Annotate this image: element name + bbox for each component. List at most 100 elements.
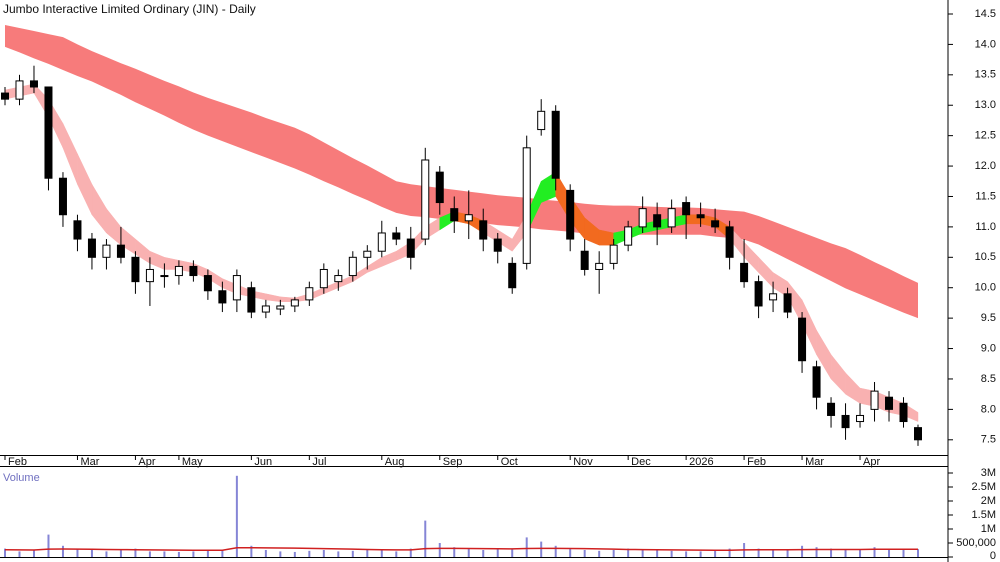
volume-bar	[786, 549, 789, 557]
candle-body	[740, 262, 749, 283]
x-tick-label: Apr	[863, 456, 880, 468]
volume-bar	[554, 545, 557, 557]
candles	[1, 65, 922, 446]
volume-bar	[888, 548, 891, 557]
long-band	[5, 24, 918, 319]
y-tick-label: 12.0	[975, 160, 996, 172]
x-tick-label: Dec	[631, 456, 651, 468]
candle-body	[827, 402, 836, 416]
candle-body	[769, 293, 778, 301]
volume-bar	[148, 551, 151, 557]
candle-body	[464, 214, 473, 222]
x-tick-label: May	[182, 456, 203, 468]
volume-bar	[525, 537, 528, 557]
candle-body	[102, 244, 111, 258]
volume-bar	[569, 548, 572, 557]
candle-body	[725, 226, 734, 258]
candle-body	[580, 250, 589, 270]
x-tick-label: Jul	[312, 456, 326, 468]
candle-body	[667, 208, 676, 228]
candle-body	[537, 110, 546, 131]
candle-body	[609, 244, 618, 264]
candle-body	[290, 299, 299, 307]
y-tick-label: 13.5	[975, 69, 996, 81]
volume-bar	[366, 550, 369, 557]
volume-bar	[235, 475, 238, 557]
x-tick-label: Aug	[385, 456, 405, 468]
candle-body	[145, 268, 154, 283]
y-tick-label: 12.5	[975, 130, 996, 142]
volume-bar	[453, 547, 456, 557]
volume-bar	[206, 550, 209, 557]
volume-bar	[438, 543, 441, 557]
y-tick-label: 10.0	[975, 282, 996, 294]
volume-tick-label: 2M	[981, 495, 996, 507]
volume-bar	[409, 548, 412, 557]
candle-body	[87, 238, 96, 258]
volume-tick-label: 2.5M	[972, 481, 996, 493]
candle-body	[899, 402, 908, 423]
x-tick-label: 2026	[689, 456, 713, 468]
volume-tick-label: 1M	[981, 523, 996, 535]
volume-tick-label: 3M	[981, 467, 996, 479]
volume-bar	[380, 549, 383, 557]
candle-body	[58, 177, 67, 216]
y-tick-label: 13.0	[975, 99, 996, 111]
volume-tick-label: 0	[990, 550, 996, 562]
x-tick-label: Apr	[138, 456, 155, 468]
y-tick-label: 14.0	[975, 38, 996, 50]
volume-bar	[598, 550, 601, 557]
candle-body	[522, 147, 531, 264]
volume-bar	[279, 551, 282, 557]
candle-body	[812, 366, 821, 398]
candle-body	[638, 208, 647, 228]
x-tick-label: Feb	[8, 456, 27, 468]
y-tick-label: 10.5	[975, 251, 996, 263]
volume-bar	[250, 545, 253, 557]
volume-bar	[830, 548, 833, 557]
candle-body	[29, 80, 38, 88]
volume-bar	[192, 551, 195, 557]
volume-bar	[772, 550, 775, 557]
volume-panel	[4, 475, 919, 557]
candle-body	[493, 238, 502, 252]
volume-bar	[873, 547, 876, 557]
candle-body	[551, 110, 560, 179]
volume-bar	[105, 551, 108, 557]
volume-bar	[656, 550, 659, 557]
candle-body	[377, 232, 386, 252]
volume-bar	[540, 541, 543, 557]
x-tick-label: Feb	[747, 456, 766, 468]
chart-title: Jumbo Interactive Limited Ordinary (JIN)…	[3, 2, 256, 16]
volume-label: Volume	[3, 472, 40, 484]
volume-bar	[612, 550, 615, 557]
volume-bar	[76, 548, 79, 557]
candle-body	[1, 92, 9, 100]
volume-bar	[4, 548, 6, 557]
candle-body	[203, 275, 212, 292]
candle-body	[624, 226, 633, 246]
y-tick-label: 9.0	[981, 342, 996, 354]
candle-body	[914, 427, 922, 441]
volume-bar	[496, 549, 499, 557]
volume-bar	[714, 550, 717, 557]
volume-bar	[395, 551, 398, 557]
candle-body	[856, 414, 865, 423]
volume-bar	[61, 545, 64, 557]
candle-body	[435, 171, 444, 204]
volume-bar	[627, 548, 630, 557]
volume-bar	[728, 548, 731, 557]
volume-tick-label: 500,000	[956, 537, 996, 549]
y-tick-label: 14.5	[975, 8, 996, 20]
volume-bar	[917, 549, 919, 557]
x-tick-label: Mar	[805, 456, 824, 468]
candle-body	[421, 159, 430, 240]
candle-body	[44, 86, 53, 179]
volume-bar	[844, 549, 847, 557]
candle-body	[218, 290, 227, 304]
candle-body	[508, 262, 517, 289]
volume-bar	[47, 534, 50, 557]
volume-bar	[351, 550, 354, 557]
